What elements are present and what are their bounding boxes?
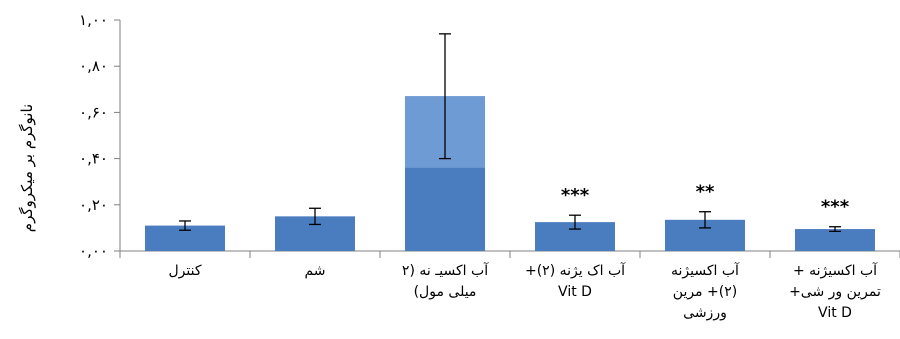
bars: [145, 96, 875, 251]
y-tick-label: ۰,۶۰: [79, 103, 108, 121]
x-tick-label: آب اکسیـ نه (۲ میلی مول): [401, 263, 489, 300]
significance-mark: ***: [821, 197, 850, 218]
x-tick-label: آب اکسیژنه + تمرین ور شی+ Vit D: [789, 263, 881, 321]
y-tick-labels: ۰,۰۰ ۰,۲۰ ۰,۴۰ ۰,۶۰ ۰,۸۰ ۱,۰۰: [79, 11, 108, 260]
y-tick-label: ۱,۰۰: [79, 11, 108, 29]
bar: [795, 229, 875, 251]
y-axis-label: نانوگرم بر میکروگرم: [18, 104, 36, 232]
error-bars: [179, 33, 841, 233]
y-tick-label: ۰,۰۰: [79, 242, 108, 260]
x-tick-label: آب اک یژنه (۲)+ Vit D: [524, 263, 626, 300]
significance-mark: ***: [561, 185, 590, 206]
significance-mark: **: [696, 182, 715, 203]
x-tick-label: شم: [304, 263, 326, 279]
significance-marks: *** *****: [561, 182, 850, 218]
y-tick-label: ۰,۴۰: [79, 150, 108, 168]
axes: [114, 19, 900, 258]
x-tick-label: آب اکسیژنه (۲)+ مرین ورزشی: [671, 263, 739, 321]
y-tick-label: ۰,۲۰: [79, 196, 108, 214]
y-tick-label: ۰,۸۰: [79, 57, 108, 75]
x-tick-label: کنترل: [168, 263, 202, 279]
